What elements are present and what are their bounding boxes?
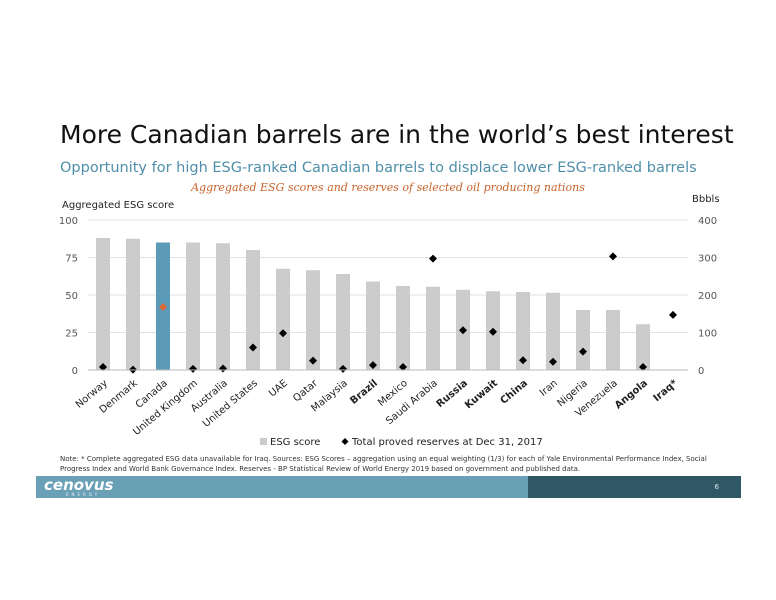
esg-bar-china bbox=[516, 292, 530, 370]
legend-label-reserves: Total proved reserves at Dec 31, 2017 bbox=[351, 437, 543, 448]
gridlines bbox=[88, 219, 688, 371]
esg-bar-united-states bbox=[246, 250, 260, 370]
esg-bar-angola bbox=[636, 324, 650, 370]
reserve-marker-united-states bbox=[249, 343, 257, 352]
esg-bars bbox=[96, 238, 650, 370]
esg-bar-mexico bbox=[396, 286, 410, 370]
reserve-marker-russia bbox=[459, 326, 467, 335]
legend-label-esg: ESG score bbox=[270, 437, 320, 448]
reserve-marker-iraq bbox=[669, 310, 677, 319]
reserve-marker-brazil bbox=[369, 361, 377, 370]
footnote: Note: * Complete aggregated ESG data una… bbox=[60, 455, 707, 473]
cenovus-logo: cenovus bbox=[44, 476, 114, 494]
esg-bar-venezuela bbox=[606, 310, 620, 370]
reserve-marker-china bbox=[519, 356, 527, 365]
esg-reserves-chart: 0 25 50 75 100 0 100 200 300 400 Aggregated ESG sc… bbox=[59, 194, 720, 448]
esg-bar-malaysia bbox=[336, 274, 350, 370]
reserve-marker-qatar bbox=[309, 356, 317, 365]
left-tick-label: 100 bbox=[59, 216, 78, 227]
left-tick-label: 75 bbox=[65, 254, 78, 265]
esg-bar-saudi-arabia bbox=[426, 286, 440, 370]
legend: ESG score Total proved reserves at Dec 31… bbox=[260, 437, 543, 448]
reserve-marker-kuwait bbox=[489, 327, 497, 336]
slide-subtitle: Opportunity for high ESG-ranked Canadian… bbox=[60, 160, 697, 176]
esg-bar-united-kingdom bbox=[186, 242, 200, 370]
esg-bar-australia bbox=[216, 243, 230, 370]
reserve-marker-angola bbox=[639, 363, 647, 371]
category-label-angola: Angola bbox=[613, 378, 650, 412]
esg-bar-denmark bbox=[126, 238, 140, 370]
reserve-marker-norway bbox=[99, 363, 107, 371]
reserve-marker-malaysia bbox=[339, 364, 347, 373]
right-tick-label: 300 bbox=[698, 254, 717, 265]
reserve-marker-canada bbox=[159, 303, 167, 311]
reserve-marker-saudi-arabia bbox=[429, 254, 437, 263]
esg-bar-qatar bbox=[306, 270, 320, 370]
category-label-brazil: Brazil bbox=[348, 378, 380, 407]
logo-subtext: ENERGY bbox=[66, 492, 101, 497]
reserve-marker-united-kingdom bbox=[189, 364, 197, 373]
left-tick-label: 25 bbox=[65, 329, 78, 340]
legend-swatch-esg bbox=[260, 438, 267, 445]
right-tick-label: 100 bbox=[698, 329, 717, 340]
category-label-united-states: United States bbox=[201, 378, 260, 430]
reserve-marker-nigeria bbox=[579, 347, 587, 356]
esg-bar-uae bbox=[276, 268, 290, 370]
slide-title: More Canadian barrels are in the world’s… bbox=[60, 120, 734, 149]
category-label-iraq: Iraq* bbox=[652, 377, 681, 404]
footer-page-area: 6 bbox=[528, 476, 741, 498]
category-label-iran: Iran bbox=[538, 378, 560, 399]
footer-brand-area: cenovus ENERGY bbox=[36, 476, 528, 498]
right-tick-label: 200 bbox=[698, 291, 717, 302]
reserve-markers bbox=[99, 252, 677, 374]
esg-bar-nigeria bbox=[576, 310, 590, 370]
reserve-marker-venezuela bbox=[609, 252, 617, 261]
esg-bar-brazil bbox=[366, 281, 380, 370]
esg-bar-iran bbox=[546, 292, 560, 370]
right-axis-title: Bbbls bbox=[692, 194, 720, 205]
esg-bar-norway bbox=[96, 238, 110, 370]
chart-title: Aggregated ESG scores and reserves of se… bbox=[191, 181, 585, 194]
reserve-marker-uae bbox=[279, 329, 287, 338]
right-tick-label: 0 bbox=[698, 366, 704, 377]
reserve-marker-iran bbox=[549, 357, 557, 366]
category-label-china: China bbox=[499, 378, 530, 407]
legend-swatch-reserves bbox=[341, 438, 349, 445]
left-axis-title: Aggregated ESG score bbox=[62, 200, 174, 211]
reserve-marker-mexico bbox=[399, 363, 407, 371]
footer-bar: cenovus ENERGY 6 bbox=[36, 476, 741, 498]
category-label-uae: UAE bbox=[267, 378, 290, 400]
page-number: 6 bbox=[714, 483, 719, 491]
right-tick-label: 400 bbox=[698, 216, 717, 227]
left-tick-label: 50 bbox=[65, 291, 78, 302]
left-tick-label: 0 bbox=[72, 366, 78, 377]
category-label-kuwait: Kuwait bbox=[463, 378, 500, 412]
